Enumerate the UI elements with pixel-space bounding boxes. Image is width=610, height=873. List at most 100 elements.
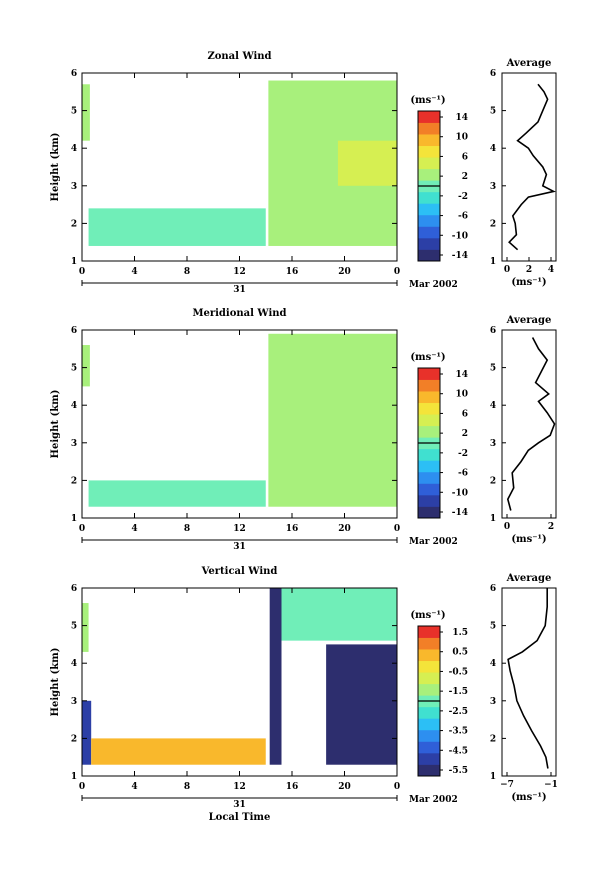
average-title: Average (506, 573, 552, 584)
y-tick-label: 4 (71, 659, 77, 669)
heatmap-field (82, 588, 397, 765)
colorbar-tick-label: 14 (455, 113, 468, 123)
day-label: 31 (233, 542, 246, 552)
x-tick-label: 0 (394, 267, 400, 277)
y-axis-label: Height (km) (50, 133, 61, 202)
colorbar-swatch (418, 214, 440, 227)
average-y-tick-label: 5 (490, 364, 496, 374)
y-tick-label: 5 (71, 364, 77, 374)
heatmap-cell (88, 480, 266, 507)
x-tick-label: 16 (286, 524, 299, 534)
average-y-tick-label: 1 (490, 257, 496, 267)
colorbar-swatch (418, 506, 440, 519)
colorbar-swatch (418, 672, 440, 685)
average-y-tick-label: 3 (490, 697, 496, 707)
y-tick-label: 2 (71, 219, 77, 229)
colorbar-swatch (418, 706, 440, 719)
average-y-tick-label: 5 (490, 107, 496, 117)
y-tick-label: 6 (71, 584, 77, 594)
colorbar-tick-label: -10 (452, 231, 468, 241)
x-tick-label: 16 (286, 782, 299, 792)
average-profile-line (507, 588, 549, 769)
y-axis-label: Height (km) (50, 390, 61, 459)
colorbar-tick-label: -2.5 (449, 707, 468, 717)
colorbar-tick-label: -14 (452, 251, 468, 261)
colorbar-swatch (418, 134, 440, 147)
x-tick-label: 20 (338, 267, 351, 277)
average-x-tick-label: −1 (544, 780, 558, 790)
month-label: Mar 2002 (409, 280, 458, 290)
average-x-label: (ms⁻¹) (511, 792, 546, 803)
colorbar-swatch (418, 249, 440, 262)
y-tick-label: 2 (71, 476, 77, 486)
x-tick-label: 16 (286, 267, 299, 277)
colorbar-tick-label: 10 (455, 133, 468, 143)
colorbar-swatch (418, 402, 440, 415)
average-x-tick-label: 4 (548, 265, 554, 275)
average-y-tick-label: 2 (490, 219, 496, 229)
y-tick-label: 6 (71, 326, 77, 336)
average-y-tick-label: 1 (490, 772, 496, 782)
average-y-tick-label: 6 (490, 584, 496, 594)
x-tick-label: 4 (131, 782, 137, 792)
average-x-label: (ms⁻¹) (511, 534, 546, 545)
x-tick-label: 0 (79, 524, 85, 534)
colorbar-swatch (418, 425, 440, 438)
colorbar-tick-label: -6 (458, 212, 468, 222)
average-x-tick-label: 0 (504, 265, 510, 275)
heatmap-cell (82, 700, 92, 765)
colorbar-swatch (418, 752, 440, 765)
average-x-tick-label: 0 (504, 522, 510, 532)
y-tick-label: 3 (71, 182, 77, 192)
colorbar-tick-label: -5.5 (449, 766, 468, 776)
average-y-tick-label: 3 (490, 439, 496, 449)
x-tick-label: 12 (233, 524, 246, 534)
colorbar-tick-label: 0.5 (452, 648, 468, 658)
average-y-tick-label: 5 (490, 622, 496, 632)
heatmap-field (82, 80, 397, 246)
average-y-tick-label: 4 (490, 144, 496, 154)
colorbar-tick-label: 14 (455, 370, 468, 380)
colorbar-swatch (418, 683, 440, 696)
colorbar-tick-label: -2 (458, 192, 468, 202)
x-tick-label: 8 (184, 267, 190, 277)
x-tick-label: 0 (79, 267, 85, 277)
heatmap-cell (88, 208, 266, 246)
chart-title: Meridional Wind (192, 308, 286, 319)
colorbar-swatch (418, 660, 440, 673)
x-tick-label: 4 (131, 267, 137, 277)
colorbar-swatch (418, 379, 440, 392)
y-tick-label: 4 (71, 401, 77, 411)
day-label: 31 (233, 285, 246, 295)
colorbar-unit-label: (ms⁻¹) (410, 610, 445, 621)
heatmap-cell (268, 333, 397, 507)
average-y-tick-label: 6 (490, 326, 496, 336)
y-tick-label: 1 (71, 514, 77, 524)
colorbar-swatch (418, 237, 440, 250)
x-axis-label: Local Time (209, 812, 271, 823)
colorbar-tick-label: 6 (462, 152, 468, 162)
x-tick-label: 12 (233, 267, 246, 277)
colorbar-swatch (418, 637, 440, 650)
x-tick-label: 8 (184, 782, 190, 792)
colorbar-swatch (418, 191, 440, 204)
heatmap-cell (82, 84, 90, 141)
colorbar-swatch (418, 391, 440, 404)
x-tick-label: 20 (338, 782, 351, 792)
colorbar-swatch (418, 764, 440, 777)
heatmap-cell (91, 738, 266, 765)
y-tick-label: 6 (71, 69, 77, 79)
average-frame (501, 329, 557, 519)
colorbar-swatch (418, 460, 440, 473)
colorbar-swatch (418, 471, 440, 484)
heatmap-cell (269, 588, 282, 765)
colorbar-swatch (418, 649, 440, 662)
colorbar-swatch (418, 203, 440, 216)
average-x-tick-label: −7 (500, 780, 514, 790)
colorbar-tick-label: 10 (455, 390, 468, 400)
